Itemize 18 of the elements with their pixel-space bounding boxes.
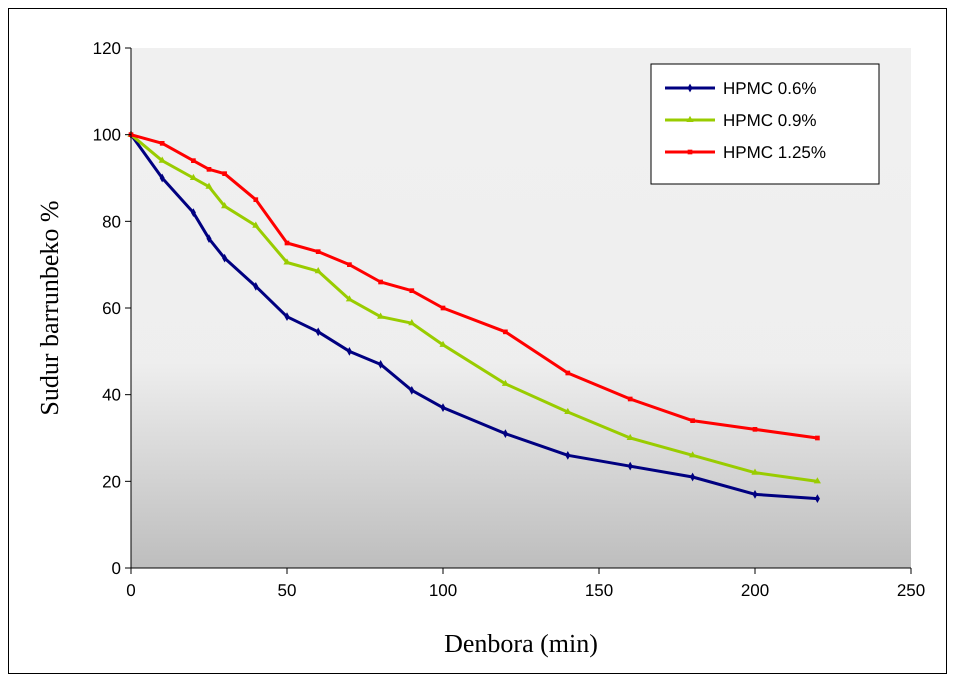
legend-label: HPMC 1.25%	[723, 142, 826, 162]
y-tick-label: 40	[102, 386, 121, 405]
x-axis-title: Denbora (min)	[444, 629, 598, 658]
x-tick-label: 250	[896, 581, 926, 600]
y-tick-label: 60	[102, 298, 121, 318]
legend-label: HPMC 0.9%	[723, 110, 817, 130]
x-tick-label: 50	[278, 581, 296, 600]
y-axis-title: Sudur barrunbeko %	[35, 200, 64, 416]
y-tick-label: 0	[112, 558, 121, 578]
y-tick-label: 100	[92, 126, 121, 145]
y-tick-label: 120	[92, 38, 121, 58]
x-tick-label: 100	[428, 581, 458, 600]
x-tick-label: 200	[740, 581, 770, 600]
y-tick-label: 20	[102, 472, 121, 492]
legend-label: HPMC 0.6%	[723, 78, 817, 98]
x-tick-label: 150	[584, 581, 614, 600]
x-tick-label: 0	[126, 581, 136, 600]
y-tick-label: 80	[102, 212, 121, 232]
